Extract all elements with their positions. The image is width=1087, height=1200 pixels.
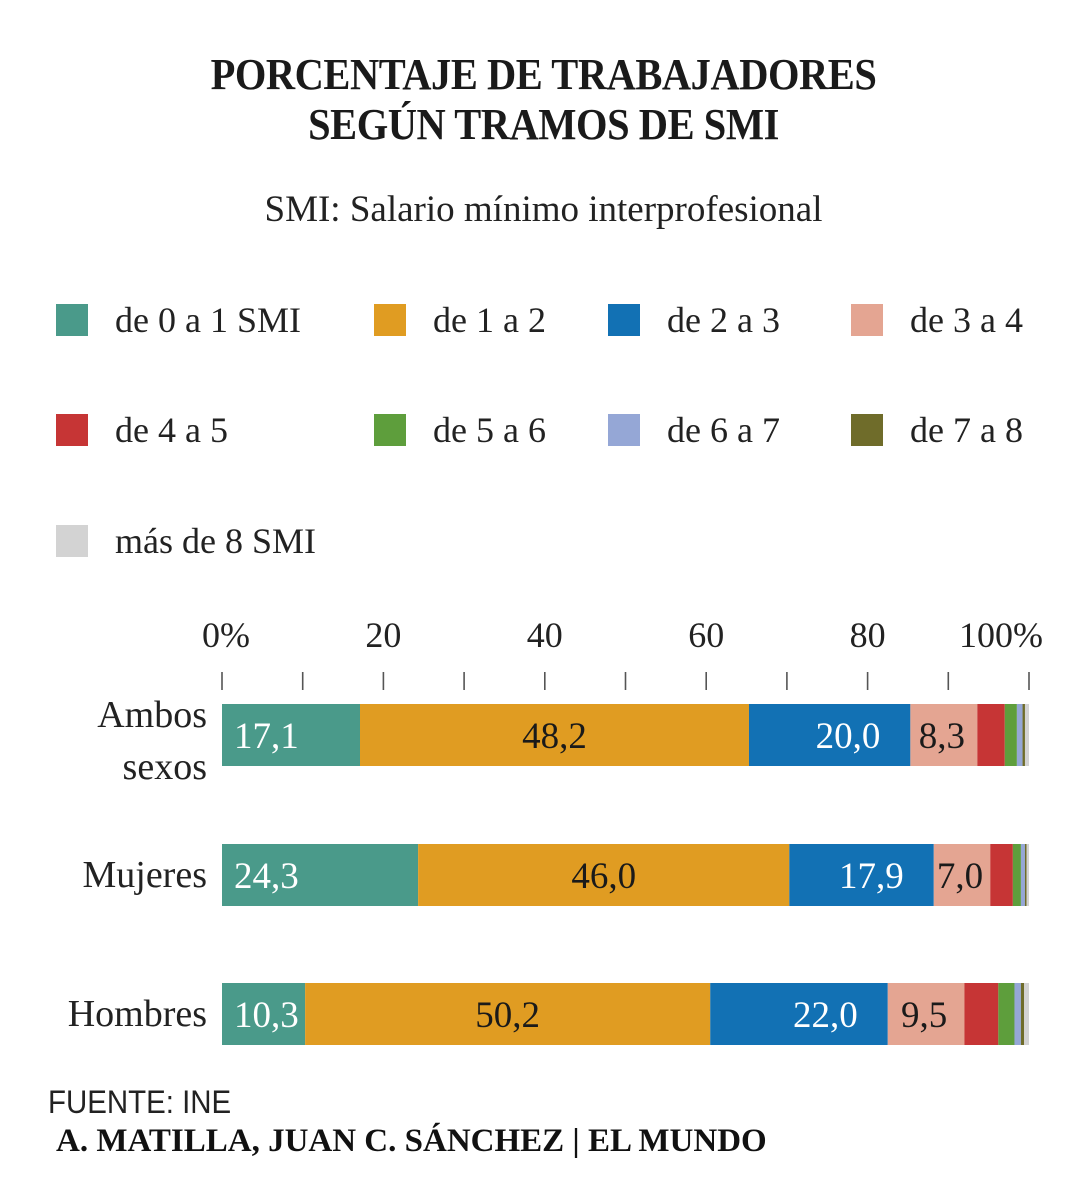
bar-segment	[1016, 704, 1023, 766]
bar-row: Ambos sexos 17,1 48,2 20,0 8,3	[97, 694, 1029, 788]
chart-title-line-1: PORCENTAJE DE TRABAJADORES	[210, 50, 877, 99]
category-label: sexos	[123, 746, 207, 788]
bar-rows: Ambos sexos 17,1 48,2 20,0 8,3 Mujeres 24,3 46,0…	[68, 694, 1029, 1045]
bar-segment	[305, 983, 711, 1045]
bar-segment	[748, 704, 911, 766]
bar-segment	[964, 983, 999, 1045]
legend-item-2-3: de 2 a 3	[608, 298, 780, 342]
x-tick-label: 20	[365, 615, 401, 655]
legend-item-4-5: de 4 a 5	[56, 408, 228, 452]
bar-row: Hombres 10,3 50,2 22,0 9,5	[68, 983, 1029, 1045]
legend-label: de 2 a 3	[667, 300, 780, 340]
legend-label: de 5 a 6	[433, 410, 546, 450]
bar-segment	[910, 704, 978, 766]
legend-item-0-1: de 0 a 1 SMI	[56, 298, 301, 342]
x-tick-label: 100%	[959, 615, 1043, 655]
legend-item-over-8: más de 8 SMI	[56, 519, 316, 563]
bar-segment	[359, 704, 749, 766]
x-tick-label: 0%	[202, 615, 250, 655]
bar-value-label: 22,0	[793, 995, 858, 1036]
bar-segment	[1004, 704, 1017, 766]
bar-value-label: 46,0	[571, 856, 636, 897]
legend-label: de 6 a 7	[667, 410, 780, 450]
legend-swatch	[851, 414, 883, 446]
legend-swatch	[608, 304, 640, 336]
legend-label: de 1 a 2	[433, 300, 546, 340]
legend-item-3-4: de 3 a 4	[851, 298, 1023, 342]
bar-segment	[1020, 983, 1025, 1045]
legend-swatch	[608, 414, 640, 446]
bar-segment	[418, 844, 790, 906]
chart-subtitle: SMI: Salario mínimo interprofesional	[264, 189, 823, 230]
legend-swatch	[851, 304, 883, 336]
x-tick-label: 80	[850, 615, 886, 655]
legend-label: de 3 a 4	[910, 300, 1023, 340]
bar-segment	[887, 983, 965, 1045]
bar-value-label: 10,3	[234, 995, 299, 1036]
bar-segment	[1014, 983, 1021, 1045]
category-label: Ambos	[97, 694, 207, 736]
bar-value-label: 17,9	[839, 856, 904, 897]
legend-label: más de 8 SMI	[115, 521, 316, 561]
legend-swatch	[374, 304, 406, 336]
bar-segment	[1012, 844, 1021, 906]
x-axis: 0% 20 40 60 80 100%	[202, 615, 1043, 690]
legend-label: de 4 a 5	[115, 410, 228, 450]
bar-segment	[1026, 844, 1029, 906]
bar-segment	[1020, 844, 1025, 906]
credit-line: A. MATILLA, JUAN C. SÁNCHEZ | EL MUNDO	[56, 1123, 767, 1159]
legend-label: de 7 a 8	[910, 410, 1023, 450]
legend-item-7-8: de 7 a 8	[851, 408, 1023, 452]
bar-segment	[1024, 704, 1029, 766]
bar-value-label: 24,3	[234, 856, 299, 897]
bar-segment	[990, 844, 1013, 906]
category-label: Mujeres	[82, 854, 207, 896]
legend-swatch	[56, 525, 88, 557]
bar-value-label: 50,2	[475, 995, 540, 1036]
legend-label: de 0 a 1 SMI	[115, 300, 301, 340]
chart-title: PORCENTAJE DE TRABAJADORES SEGÚN TRAMOS …	[43, 50, 1043, 150]
bar-value-label: 20,0	[816, 716, 881, 757]
bar-value-label: 9,5	[901, 995, 947, 1036]
chart-title-line-2: SEGÚN TRAMOS DE SMI	[308, 100, 779, 149]
bar-value-label: 8,3	[919, 716, 965, 757]
bar-segment	[998, 983, 1015, 1045]
legend-swatch	[56, 304, 88, 336]
bar-segment	[977, 704, 1005, 766]
bar-row: Mujeres 24,3 46,0 17,9 7,0	[82, 844, 1029, 906]
bar-value-label: 48,2	[522, 716, 587, 757]
legend-item-5-6: de 5 a 6	[374, 408, 546, 452]
bar-segment	[222, 704, 360, 766]
bar-value-label: 17,1	[234, 716, 299, 757]
bar-segment	[710, 983, 888, 1045]
x-tick-label: 40	[527, 615, 563, 655]
bar-segment	[222, 844, 419, 906]
bar-segment	[222, 983, 306, 1045]
x-tick-label: 60	[688, 615, 724, 655]
bar-segment	[789, 844, 934, 906]
category-label: Hombres	[68, 993, 207, 1035]
legend-swatch	[56, 414, 88, 446]
bar-segment	[933, 844, 991, 906]
bar-segment	[1022, 704, 1025, 766]
legend-item-1-2: de 1 a 2	[374, 298, 546, 342]
stacked-bar-chart: 0% 20 40 60 80 100% Ambos sexos 17,1 48,2 20,0 8,3…	[68, 615, 1043, 1045]
legend-item-6-7: de 6 a 7	[608, 408, 780, 452]
source-note: FUENTE: INE	[48, 1084, 232, 1120]
bar-value-label: 7,0	[937, 856, 983, 897]
bar-segment	[1024, 983, 1029, 1045]
legend-swatch	[374, 414, 406, 446]
bar-segment	[1024, 844, 1027, 906]
